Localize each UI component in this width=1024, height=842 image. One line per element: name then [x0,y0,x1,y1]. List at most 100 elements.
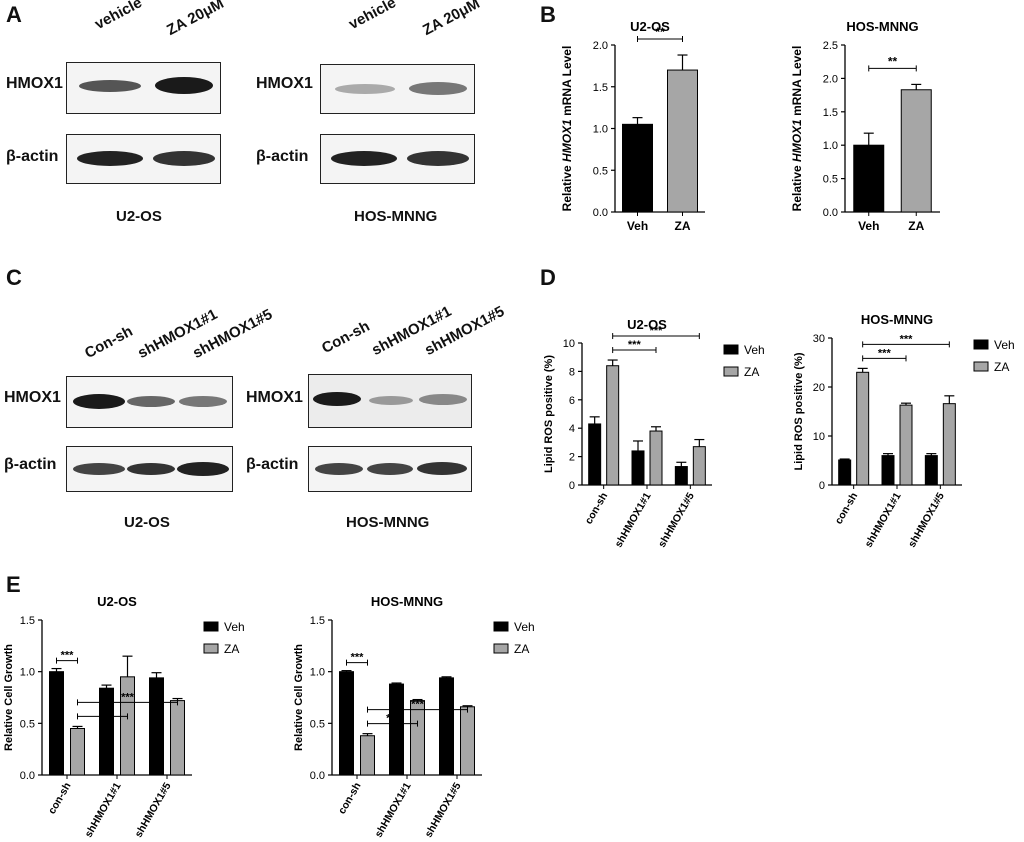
band [315,463,363,475]
y-tick-label: 1.5 [20,615,35,627]
significance-label: *** [878,347,892,359]
row-label-actin-hos: β-actin [256,148,309,165]
y-axis-label: Relative Cell Growth [3,644,15,751]
chart-e-hos: HOS-MNNG 0.0 0.5 1.0 1.5 Relative Cell Growth… [293,594,535,840]
y-axis-label: Lipid ROS positive (%) [543,355,555,473]
legend-label-za: ZA [514,642,529,656]
x-tick-label: shHMOX1#1 [613,490,654,549]
x-tick-label: shHMOX1#1 [863,490,904,549]
legend-swatch-veh [203,621,219,632]
x-tick-label: ZA [675,219,691,233]
band [153,151,215,166]
legend-swatch-za [723,366,739,377]
legend-swatch-za [973,361,989,372]
bar-veh [439,677,454,776]
y-tick-label: 2.5 [823,40,838,52]
row-label-hmox1-u2os: HMOX1 [6,75,63,92]
cell-label-hos-a: HOS-MNNG [354,208,438,225]
y-tick-label: 8 [569,366,575,378]
x-tick-label: Veh [858,219,879,233]
bar-veh [881,455,895,486]
bar-za [360,735,375,776]
lane-label-za-u2os: ZA 20μM [164,0,227,40]
blot-actin-c-u2os [66,446,233,492]
bar-za [667,69,698,213]
lane-label-consh-hos: Con-sh [319,317,373,357]
bar-veh [49,671,64,776]
y-tick-label: 0.5 [310,718,325,730]
chart-d-u2os: U2-OS 0 2 4 6 8 10 Lipid ROS positive (%) con-sh… [543,317,765,550]
significance-label: *** [411,699,425,711]
x-tick-label: shHMOX1#5 [906,490,947,549]
bar-za [70,728,85,776]
legend-label-veh: Veh [224,620,245,634]
panel-label-a: A [6,2,22,27]
bar-veh [99,687,114,776]
bar-veh [853,144,885,213]
chart-title: HOS-MNNG [861,312,933,327]
chart-title: U2-OS [97,594,137,609]
chart-e-u2os: U2-OS 0.0 0.5 1.0 1.5 Relative Cell Growth con… [3,594,245,840]
y-tick-label: 30 [813,333,825,345]
y-tick-label: 1.5 [823,107,838,119]
row-label-actin-c-hos: β-actin [246,456,299,473]
panel-label-d: D [540,265,556,290]
blot-actin-hos [320,134,475,184]
panel-label-c: C [6,265,22,290]
chart-b-hos: HOS-MNNG 0.0 0.5 1.0 1.5 2.0 2.5 Relative HMOX1… [790,19,940,233]
panel-label-e: E [6,572,21,597]
x-tick-label: con-sh [46,781,74,817]
band [313,392,361,406]
chart-title: U2-OS [630,19,670,34]
y-tick-label: 2 [569,452,575,464]
chart-d-hos: HOS-MNNG 0 10 20 30 Lipid ROS positive (%) con… [793,312,1015,550]
band [409,82,467,95]
y-tick-label: 0.5 [593,165,608,177]
row-label-hmox1-c-u2os: HMOX1 [4,389,61,406]
y-tick-label: 2.0 [593,40,608,52]
row-label-actin-c-u2os: β-actin [4,456,57,473]
band [155,77,213,94]
band [127,396,175,407]
legend-swatch-za [493,643,509,654]
cell-label-hos-c: HOS-MNNG [346,514,430,531]
panel-label-b: B [540,2,556,27]
lane-label-za-hos: ZA 20μM [420,0,483,40]
blot-hmox1-hos [320,64,475,114]
x-tick-label: con-sh [336,781,364,817]
band [369,396,413,405]
bar-za [900,89,932,213]
x-tick-label: Veh [627,219,648,233]
band [407,151,469,166]
band [419,394,467,405]
chart-title: HOS-MNNG [371,594,443,609]
y-axis-label: Lipid ROS positive (%) [793,352,805,470]
y-tick-label: 10 [813,431,825,443]
legend-label-veh: Veh [744,343,765,357]
band [417,462,467,475]
legend-label-za: ZA [224,642,239,656]
y-tick-label: 0 [569,480,575,492]
significance-label: *** [900,333,914,345]
band [73,394,125,409]
chart-b-u2os: U2-OS 0.0 0.5 1.0 1.5 2.0 Relative HMOX1 mRNA … [560,19,705,233]
y-tick-label: 6 [569,395,575,407]
legend-label-za: ZA [994,360,1009,374]
significance-label: *** [650,325,664,337]
bar-veh [838,459,852,486]
blot-actin-u2os [66,134,221,184]
y-axis-label: Relative HMOX1 mRNA Level [790,46,804,212]
significance-label: ** [655,25,665,39]
y-tick-label: 2.0 [823,73,838,85]
bar-za [942,403,956,486]
x-tick-label: ZA [908,219,924,233]
y-tick-label: 1.0 [823,140,838,152]
x-tick-label: shHMOX1#1 [83,780,124,839]
bar-veh [389,683,404,776]
y-tick-label: 0.5 [823,174,838,186]
significance-label: *** [61,650,75,662]
row-label-actin-u2os: β-actin [6,148,59,165]
lane-label-consh-u2os: Con-sh [82,322,136,362]
lane-label-vehicle-hos: vehicle [346,0,399,33]
bar-veh [149,677,164,776]
